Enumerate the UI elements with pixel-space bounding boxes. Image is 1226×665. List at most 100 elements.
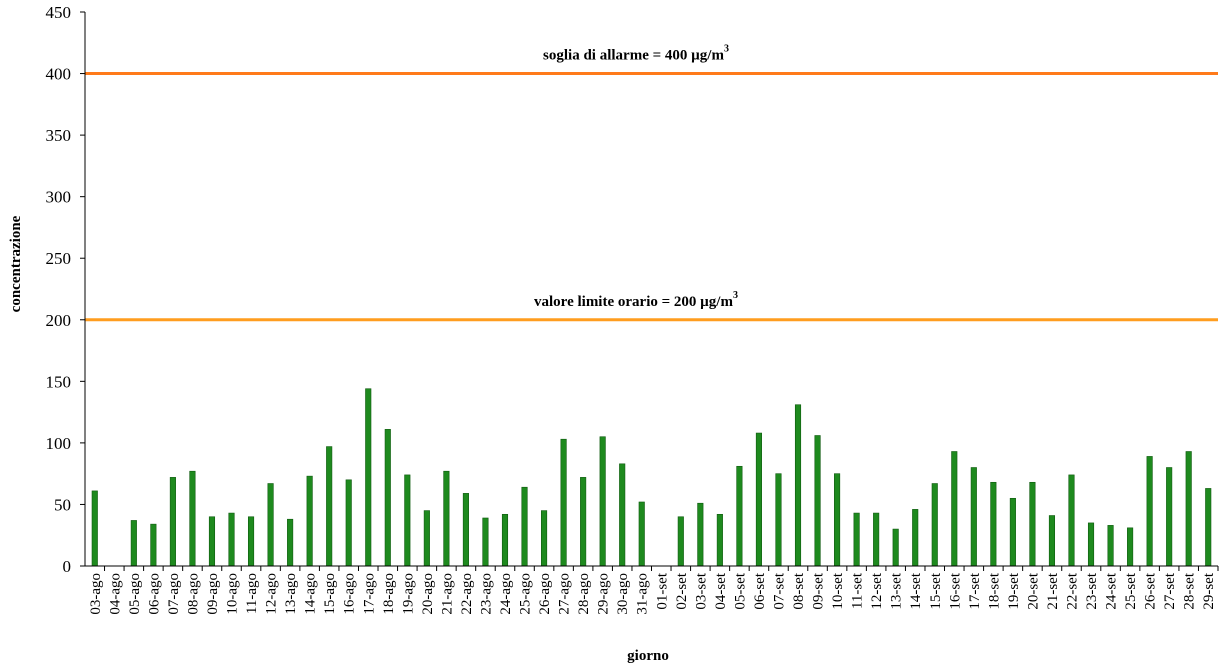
bar [169, 477, 176, 567]
y-tick-label: 150 [46, 372, 72, 391]
x-tick-label: 17-ago [361, 573, 377, 615]
x-tick-label: 10-set [830, 572, 846, 609]
bar [423, 510, 430, 567]
x-tick-label: 05-ago [127, 573, 143, 615]
x-tick-label: 20-set [1025, 572, 1041, 609]
bar [794, 404, 802, 567]
bar [912, 509, 919, 567]
bar [990, 481, 997, 567]
bar [736, 465, 743, 567]
x-tick-label: 21-ago [439, 573, 455, 615]
x-tick-label: 13-set [889, 572, 905, 609]
bar [541, 510, 548, 567]
x-tick-label: 20-ago [420, 573, 436, 615]
bar [1166, 467, 1173, 567]
x-tick-label: 19-set [1006, 572, 1022, 609]
x-ticks: 03-ago 04-ago 05-ago 06-ago 07-ago 08-ago 09-a… [88, 566, 1219, 615]
y-ticks: 0 50 100 150 200 250 300 350 400 450 [46, 3, 85, 576]
x-tick-label: 04-set [713, 572, 729, 609]
x-tick-label: 12-set [869, 572, 885, 609]
x-tick-label: 22-set [1064, 572, 1080, 609]
bar [580, 477, 587, 567]
x-tick-label: 15-set [928, 572, 944, 609]
x-tick-label: 14-set [908, 572, 924, 609]
bar [150, 523, 157, 567]
x-tick-label: 19-ago [400, 573, 416, 615]
x-tick-label: 25-set [1123, 572, 1139, 609]
x-tick-label: 25-ago [518, 573, 534, 615]
x-tick-label: 10-ago [225, 573, 241, 615]
x-tick-label: 23-set [1084, 572, 1100, 609]
y-tick-label: 0 [63, 557, 72, 576]
x-tick-label: 07-ago [166, 573, 182, 615]
x-tick-label: 18-set [986, 572, 1002, 609]
y-tick-label: 350 [46, 126, 72, 145]
y-tick-label: 250 [46, 249, 72, 268]
x-tick-label: 28-set [1182, 572, 1198, 609]
x-tick-label: 05-set [732, 572, 748, 609]
x-tick-label: 02-set [674, 572, 690, 609]
bar [1048, 515, 1056, 567]
bar [951, 451, 958, 567]
x-tick-label: 27-ago [557, 573, 573, 615]
bar [345, 479, 352, 567]
bar [853, 512, 860, 567]
x-tick-label: 22-ago [459, 573, 475, 615]
bar [755, 432, 762, 567]
bar [716, 513, 723, 567]
x-tick-label: 07-set [771, 572, 787, 609]
bar [1205, 488, 1212, 567]
bar [1146, 456, 1153, 567]
bar [404, 474, 411, 567]
bar [462, 493, 469, 567]
x-tick-label: 30-ago [615, 573, 631, 615]
bar [834, 473, 841, 567]
bar [501, 513, 509, 567]
bars [91, 388, 1212, 567]
x-tick-label: 26-ago [537, 573, 553, 615]
x-tick-label: 12-ago [264, 573, 280, 615]
x-tick-label: 13-ago [283, 573, 299, 615]
bar [208, 516, 216, 567]
x-tick-label: 11-ago [244, 573, 260, 614]
reference-line-label-text: valore limite orario = 200 µg/m [534, 294, 733, 310]
x-tick-label: 24-ago [498, 573, 514, 615]
bar [814, 435, 821, 567]
bar [677, 516, 684, 567]
y-tick-label: 450 [46, 3, 72, 22]
bar [1068, 474, 1075, 567]
x-tick-label: 17-set [967, 572, 983, 609]
y-tick-label: 400 [46, 65, 72, 84]
bar [482, 517, 489, 567]
x-tick-label: 06-ago [146, 573, 162, 615]
x-tick-label: 03-ago [88, 573, 104, 615]
x-tick-label: 27-set [1162, 572, 1178, 609]
bar [1087, 522, 1095, 567]
bar [384, 429, 391, 567]
x-tick-label: 09-set [811, 572, 827, 609]
reference-line-label-sup: 3 [733, 290, 738, 301]
reference-line-label: valore limite orario = 200 µg/m3 [534, 290, 738, 310]
bar [1009, 497, 1016, 567]
reference-line-label-sup: 3 [724, 44, 729, 55]
x-tick-label: 21-set [1045, 572, 1061, 609]
x-tick-label: 08-ago [185, 573, 201, 615]
bar [267, 483, 274, 567]
x-tick-label: 14-ago [303, 573, 319, 615]
x-tick-label: 31-ago [635, 573, 651, 615]
bar [443, 470, 450, 567]
x-tick-label: 28-ago [576, 573, 592, 615]
bar [775, 473, 782, 567]
x-axis-title: giorno [627, 648, 669, 664]
bar [619, 463, 626, 567]
x-tick-label: 09-ago [205, 573, 221, 615]
reference-line-label: soglia di allarme = 400 µg/m3 [543, 44, 729, 64]
x-tick-label: 01-set [654, 572, 670, 609]
y-tick-label: 50 [54, 495, 71, 514]
reference-line-label-text: soglia di allarme = 400 µg/m [543, 48, 724, 64]
bar [521, 486, 528, 567]
bar [130, 520, 137, 567]
bar [1107, 525, 1114, 567]
x-tick-label: 29-set [1201, 572, 1217, 609]
